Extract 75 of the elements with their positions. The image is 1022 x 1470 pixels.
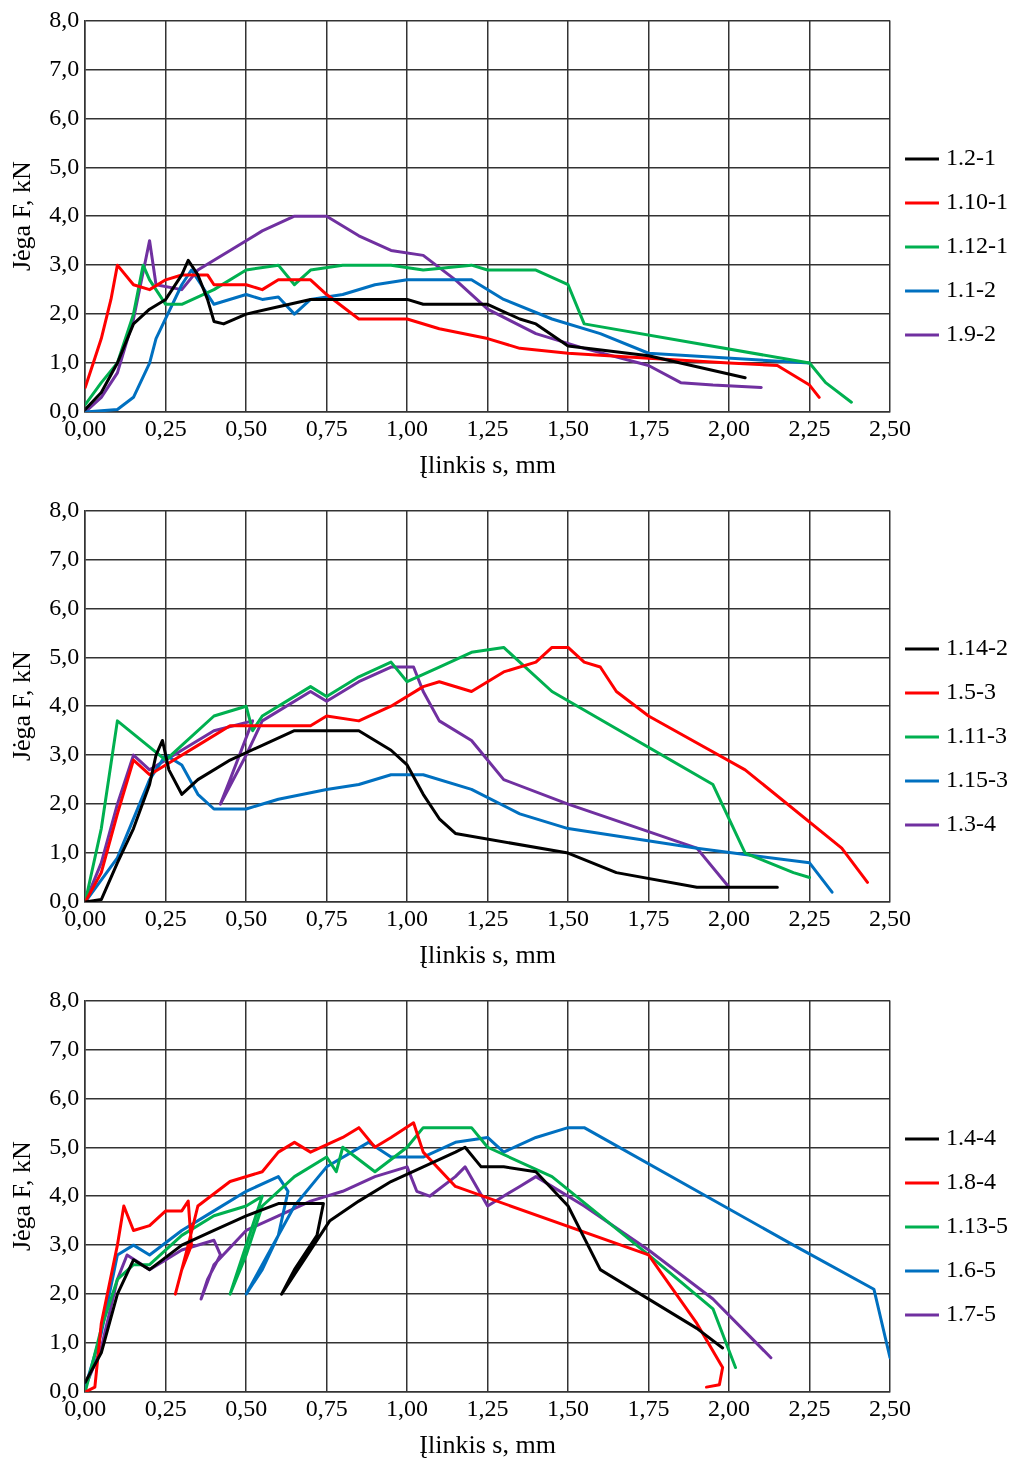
legend-label: 1.4-4 [946, 1124, 997, 1151]
x-tick-label: 0,75 [305, 904, 348, 931]
x-tick-label: 2,25 [788, 414, 831, 441]
x-tick-label: 1,75 [627, 904, 670, 931]
x-tick-label: 1,00 [386, 414, 429, 441]
legend-label: 1.3-4 [946, 810, 997, 837]
x-tick-label: 0,50 [225, 904, 268, 931]
y-tick-label: 3,0 [49, 1230, 80, 1257]
legend-label: 1.6-5 [946, 1256, 997, 1283]
x-tick-label: 0,25 [144, 414, 187, 441]
x-tick-label: 1,00 [386, 1394, 429, 1421]
x-tick-label: 2,00 [708, 1394, 751, 1421]
legend-label: 1.2-1 [946, 144, 997, 171]
x-axis-title: Įlinkis s, mm [419, 1430, 556, 1460]
y-tick-label: 2,0 [49, 789, 80, 816]
legend-label: 1.8-4 [946, 1168, 997, 1195]
legend-label: 1.15-3 [946, 766, 1009, 793]
x-tick-label: 2,00 [708, 904, 751, 931]
legend-label: 1.12-1 [946, 232, 1009, 259]
legend-label: 1.11-3 [946, 722, 1008, 749]
y-axis-title: Jėga F, kN [7, 1141, 37, 1252]
x-tick-label: 2,00 [708, 414, 751, 441]
legend-label: 1.10-1 [946, 188, 1009, 215]
y-tick-label: 5,0 [49, 152, 80, 179]
y-tick-label: 4,0 [49, 1181, 80, 1208]
y-tick-label: 2,0 [49, 299, 80, 326]
x-tick-label: 2,50 [869, 904, 912, 931]
x-tick-label: 1,50 [547, 414, 590, 441]
x-tick-label: 1,00 [386, 904, 429, 931]
y-tick-label: 2,0 [49, 1279, 80, 1306]
x-tick-label: 1,75 [627, 1394, 670, 1421]
y-tick-label: 7,0 [49, 54, 80, 81]
x-tick-label: 2,25 [788, 1394, 831, 1421]
x-axis-title: Įlinkis s, mm [419, 450, 556, 480]
x-axis-title: Įlinkis s, mm [419, 940, 556, 970]
y-tick-label: 1,0 [49, 1328, 80, 1355]
x-tick-label: 0,50 [225, 1394, 268, 1421]
x-tick-label: 1,50 [547, 904, 590, 931]
y-tick-label: 3,0 [49, 250, 80, 277]
x-tick-label: 1,75 [627, 414, 670, 441]
x-tick-label: 1,25 [466, 904, 509, 931]
x-tick-label: 2,50 [869, 1394, 912, 1421]
y-tick-label: 5,0 [49, 1132, 80, 1159]
legend-label: 1.7-5 [946, 1300, 997, 1327]
y-tick-label: 3,0 [49, 740, 80, 767]
x-tick-label: 2,25 [788, 904, 831, 931]
legend-label: 1.5-3 [946, 678, 997, 705]
y-tick-label: 6,0 [49, 103, 80, 130]
x-tick-label: 0,50 [225, 414, 268, 441]
x-tick-label: 0,75 [305, 414, 348, 441]
x-tick-label: 0,75 [305, 1394, 348, 1421]
y-tick-label: 1,0 [49, 348, 80, 375]
y-tick-label: 4,0 [49, 691, 80, 718]
legend-label: 1.13-5 [946, 1212, 1009, 1239]
legend-label: 1.14-2 [946, 634, 1009, 661]
x-tick-label: 1,25 [466, 414, 509, 441]
y-tick-label: 6,0 [49, 593, 80, 620]
x-tick-label: 2,50 [869, 414, 912, 441]
y-tick-label: 8,0 [49, 495, 80, 522]
y-tick-label: 6,0 [49, 1083, 80, 1110]
y-tick-label: 7,0 [49, 1034, 80, 1061]
y-tick-label: 5,0 [49, 642, 80, 669]
legend-label: 1.1-2 [946, 276, 997, 303]
y-tick-label: 4,0 [49, 201, 80, 228]
y-axis-title: Jėga F, kN [7, 651, 37, 762]
y-tick-label: 8,0 [49, 5, 80, 32]
legend-label: 1.9-2 [946, 320, 997, 347]
x-tick-label: 0,25 [144, 1394, 187, 1421]
x-tick-label: 1,25 [466, 1394, 509, 1421]
x-tick-label: 1,50 [547, 1394, 590, 1421]
y-tick-label: 1,0 [49, 838, 80, 865]
y-tick-label: 7,0 [49, 544, 80, 571]
y-axis-title: Jėga F, kN [7, 161, 37, 272]
y-tick-label: 8,0 [49, 985, 80, 1012]
x-tick-label: 0,25 [144, 904, 187, 931]
